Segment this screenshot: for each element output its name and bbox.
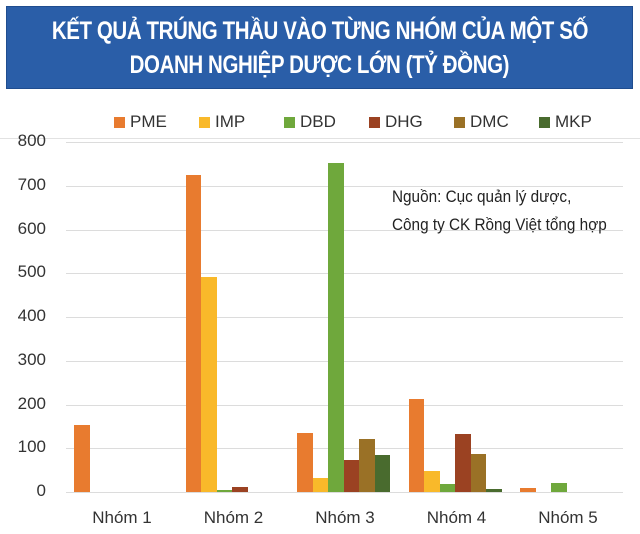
chart-title-banner: KẾT QUẢ TRÚNG THẦU VÀO TỪNG NHÓM CỦA MỘT… (6, 6, 633, 89)
legend-label: IMP (215, 112, 246, 131)
legend-label: DHG (385, 112, 423, 131)
legend-label: MKP (555, 112, 592, 131)
gridline (66, 405, 623, 406)
chart-title-line-2: DOANH NGHIỆP DƯỢC LỚN (TỶ ĐỒNG) (129, 50, 510, 79)
legend-label: DMC (470, 112, 509, 131)
gridline (66, 273, 623, 274)
bar-dmc-4 (470, 453, 486, 492)
bar-dbd-5 (551, 483, 567, 492)
source-note-line-2: Công ty CK Rồng Việt tổng hợp (392, 215, 607, 234)
source-note-line-1: Nguồn: Cục quản lý dược, (392, 187, 572, 206)
legend-swatch-icon (199, 116, 210, 128)
y-axis-tick-label: 100 (17, 437, 46, 456)
bar-imp-2 (201, 277, 217, 492)
gridline (66, 230, 623, 231)
gridline (66, 492, 623, 493)
gridline (66, 361, 623, 362)
bar-dbd-3 (328, 163, 344, 492)
bar-mkp-3 (374, 454, 390, 492)
y-axis-tick-label: 400 (17, 306, 46, 325)
legend-swatch-icon (114, 116, 125, 128)
legend-item-mkp: MKP (539, 111, 592, 133)
source-note: Nguồn: Cục quản lý dược, Công ty CK Rồng… (392, 183, 607, 239)
x-axis-category-label: Nhóm 3 (315, 508, 375, 527)
y-axis-tick-label: 0 (36, 481, 46, 500)
gridline (66, 142, 623, 143)
y-axis-tick-label: 300 (17, 350, 46, 369)
legend-label: PME (130, 112, 167, 131)
legend-divider (0, 138, 640, 139)
legend-swatch-icon (454, 116, 465, 128)
gridline (66, 186, 623, 187)
gridline (66, 448, 623, 449)
legend-item-dbd: DBD (284, 111, 336, 133)
gridline (66, 317, 623, 318)
chart-legend: PME IMP DBD DHG DMC MKP (0, 111, 640, 133)
legend-swatch-icon (284, 116, 295, 128)
y-axis-tick-label: 200 (17, 394, 46, 413)
legend-swatch-icon (539, 116, 550, 128)
bar-dmc-3 (359, 439, 375, 492)
y-axis-tick-label: 600 (17, 219, 46, 238)
legend-swatch-icon (369, 116, 380, 128)
bar-imp-3 (312, 478, 328, 492)
bar-dbd-2 (216, 490, 232, 492)
legend-item-pme: PME (114, 111, 167, 133)
legend-item-imp: IMP (199, 111, 245, 133)
legend-label: DBD (300, 112, 336, 131)
x-axis-category-label: Nhóm 4 (426, 508, 487, 527)
bar-dhg-2 (232, 486, 248, 492)
x-axis-category-label: Nhóm 5 (538, 508, 598, 527)
y-axis-tick-label: 500 (17, 262, 46, 281)
bar-dhg-3 (343, 460, 359, 492)
bar-pme-4 (408, 398, 424, 492)
legend-item-dhg: DHG (369, 111, 423, 133)
bar-pme-3 (297, 432, 313, 492)
bar-mkp-4 (486, 488, 502, 492)
y-axis-tick-label: 800 (17, 131, 46, 150)
bar-imp-4 (424, 471, 440, 492)
bar-pme-2 (185, 175, 201, 492)
x-axis-category-label: Nhóm 2 (203, 508, 264, 527)
y-axis-tick-label: 700 (17, 175, 46, 194)
bar-pme-1 (74, 425, 90, 492)
legend-item-dmc: DMC (454, 111, 509, 133)
bar-dbd-4 (439, 484, 455, 492)
bar-pme-5 (520, 488, 536, 492)
bar-dhg-4 (455, 433, 471, 492)
x-axis-category-label: Nhóm 1 (92, 508, 152, 527)
chart-title-line-1: KẾT QUẢ TRÚNG THẦU VÀO TỪNG NHÓM CỦA MỘT… (51, 16, 588, 45)
